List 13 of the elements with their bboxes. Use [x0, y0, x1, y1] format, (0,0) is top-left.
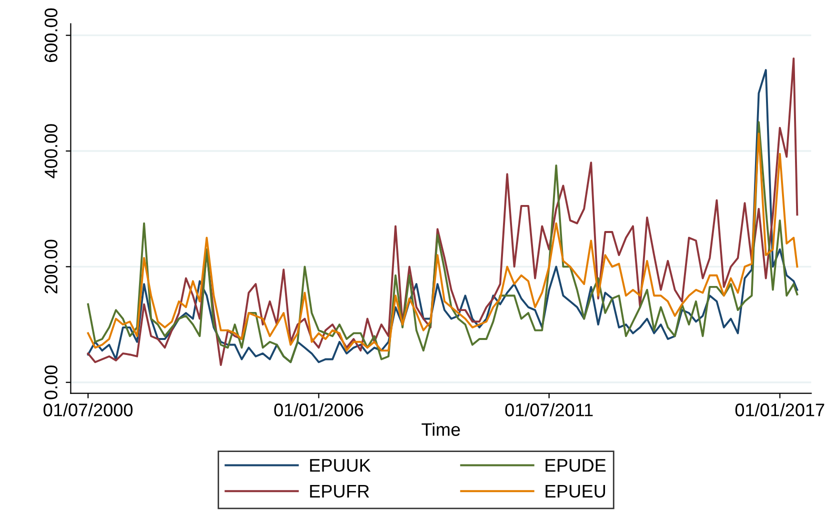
legend-label: EPUFR — [310, 485, 370, 498]
y-tick-label: 200.00 — [44, 240, 58, 294]
legend-label: EPUDE — [546, 459, 606, 472]
legend-label: EPUUK — [310, 459, 371, 472]
y-tick-label: 600.00 — [44, 8, 58, 62]
x-tick-label: 01/01/2017 — [735, 403, 824, 416]
x-axis-title: Time — [422, 422, 460, 436]
x-tick-label: 01/07/2011 — [505, 403, 593, 416]
legend-label: EPUEU — [546, 485, 606, 498]
x-tick-label: 01/01/2006 — [274, 403, 364, 416]
y-tick-label: 0.00 — [44, 366, 58, 400]
x-tick-label: 01/07/2000 — [44, 403, 133, 416]
y-tick-label: 400.00 — [44, 124, 58, 178]
